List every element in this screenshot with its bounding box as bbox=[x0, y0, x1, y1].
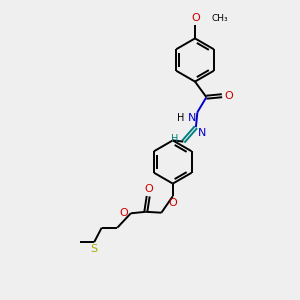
Text: O: O bbox=[120, 208, 128, 218]
Text: N: N bbox=[188, 113, 196, 123]
Text: O: O bbox=[168, 198, 177, 208]
Text: S: S bbox=[91, 244, 98, 254]
Text: CH₃: CH₃ bbox=[212, 14, 228, 23]
Text: H: H bbox=[176, 113, 184, 123]
Text: H: H bbox=[170, 134, 178, 144]
Text: O: O bbox=[191, 13, 200, 23]
Text: O: O bbox=[224, 91, 233, 101]
Text: O: O bbox=[145, 184, 154, 194]
Text: N: N bbox=[197, 128, 206, 138]
